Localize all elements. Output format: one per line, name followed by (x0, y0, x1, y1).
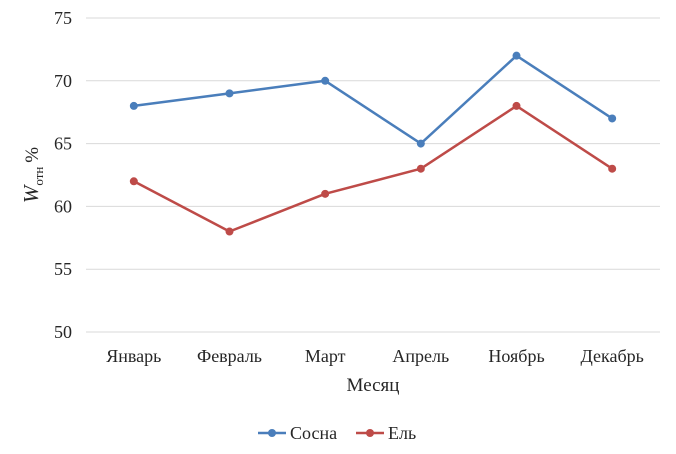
data-point-2-4 (416, 164, 425, 173)
series-2 (129, 101, 617, 236)
series-line-2 (133, 104, 613, 233)
data-point-1-4 (416, 139, 425, 148)
x-tick-label-2: Февраль (197, 346, 262, 366)
series-1 (129, 51, 617, 148)
data-point-2-1 (129, 177, 138, 186)
legend: Сосна Ель (258, 423, 416, 443)
y-axis-title-main: W (19, 183, 43, 203)
y-axis-title-subscript: отн (31, 167, 46, 186)
x-tick-label-3: Март (305, 346, 346, 366)
data-point-2-2 (225, 227, 234, 236)
y-tick-label-50: 50 (54, 322, 72, 342)
data-point-2-6 (608, 164, 617, 173)
legend-label-1: Сосна (290, 423, 337, 443)
x-tick-label-6: Декабрь (581, 346, 644, 366)
data-point-1-2 (225, 89, 234, 98)
x-tick-label-4: Апрель (392, 346, 449, 366)
y-axis-title-unit: % (22, 147, 43, 163)
y-tick-labels: 50 55 60 65 70 75 (54, 8, 72, 342)
series-line-1 (133, 54, 613, 145)
y-axis-title: Wотн% (19, 147, 46, 203)
legend-label-2: Ель (388, 423, 416, 443)
data-point-1-5 (512, 51, 521, 60)
legend-item-2: Ель (356, 423, 416, 443)
y-tick-label-60: 60 (54, 196, 72, 216)
legend-marker-2 (366, 429, 374, 437)
data-point-2-3 (321, 189, 330, 198)
data-point-1-6 (608, 114, 617, 123)
data-point-1-1 (129, 101, 138, 110)
y-tick-label-70: 70 (54, 71, 72, 91)
grid-lines (86, 17, 660, 333)
series-lines (129, 51, 617, 236)
y-tick-label-75: 75 (54, 8, 72, 28)
legend-item-1: Сосна (258, 423, 337, 443)
y-tick-label-65: 65 (54, 134, 72, 154)
x-tick-label-1: Январь (106, 346, 161, 366)
svg-text:Wотн%: Wотн% (19, 147, 46, 203)
data-point-1-3 (321, 76, 330, 85)
y-tick-label-55: 55 (54, 259, 72, 279)
x-tick-label-5: Ноябрь (488, 346, 544, 366)
legend-marker-1 (268, 429, 276, 437)
x-tick-labels: Январь Февраль Март Апрель Ноябрь Декабрь (106, 346, 644, 366)
data-point-2-5 (512, 101, 521, 110)
x-axis-title: Месяц (347, 375, 400, 396)
